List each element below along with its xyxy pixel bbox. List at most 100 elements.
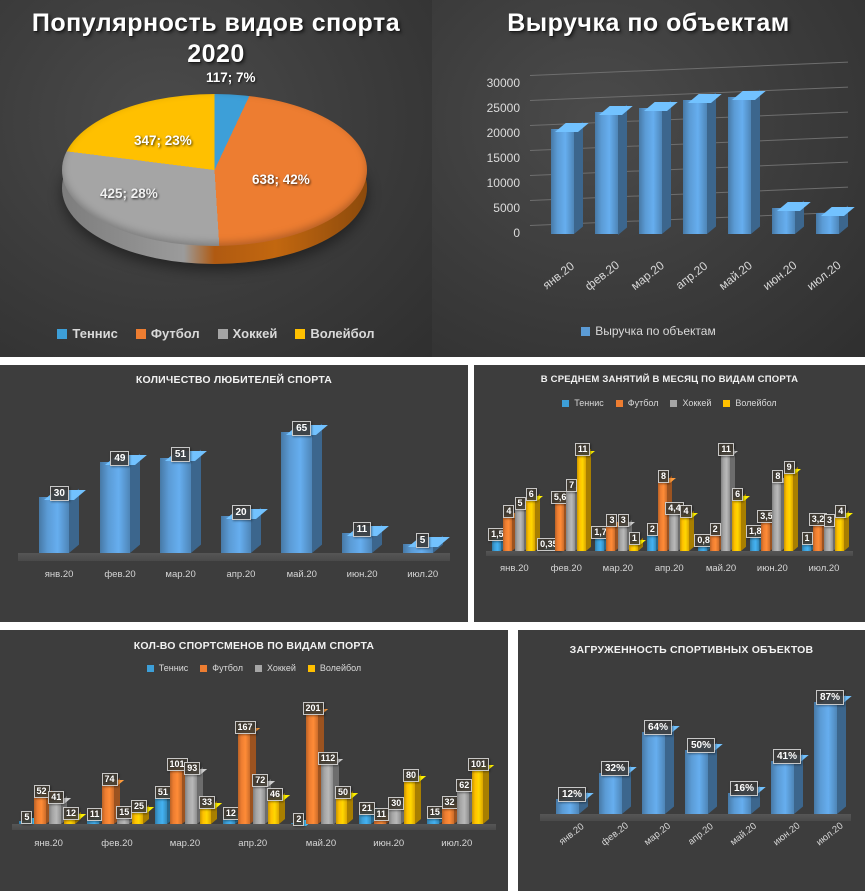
bar-value-label: 3 xyxy=(617,514,629,528)
bar[interactable] xyxy=(374,812,397,824)
bar[interactable] xyxy=(184,767,207,824)
bar[interactable] xyxy=(102,777,125,824)
bar-value-label: 1 xyxy=(628,532,640,546)
bar[interactable] xyxy=(160,449,208,553)
bar[interactable] xyxy=(749,530,768,551)
bar[interactable] xyxy=(403,774,426,824)
bar[interactable] xyxy=(306,706,329,824)
bar[interactable] xyxy=(223,812,246,824)
legend-item-hockey[interactable]: Хоккей xyxy=(670,398,711,408)
bar[interactable] xyxy=(812,518,831,551)
bar-value-label: 20 xyxy=(231,504,251,520)
bar[interactable] xyxy=(606,520,624,551)
bar[interactable] xyxy=(698,539,716,551)
bar[interactable] xyxy=(599,765,637,814)
bar[interactable] xyxy=(388,802,411,824)
bar[interactable] xyxy=(556,791,594,814)
bar[interactable] xyxy=(34,789,57,824)
bar[interactable] xyxy=(772,475,790,551)
bar[interactable] xyxy=(816,205,855,234)
bar[interactable] xyxy=(709,529,728,551)
bar[interactable] xyxy=(720,449,739,551)
bar[interactable] xyxy=(646,529,665,551)
bar-top xyxy=(643,102,678,111)
legend-item-hockey[interactable]: Хоккей xyxy=(217,326,277,341)
bar[interactable] xyxy=(131,805,154,824)
bar[interactable] xyxy=(514,502,533,551)
bar-value-label: 201 xyxy=(302,701,324,715)
bar[interactable] xyxy=(566,484,584,551)
bar[interactable] xyxy=(783,466,802,551)
bar[interactable] xyxy=(642,724,680,814)
bar[interactable] xyxy=(442,801,465,824)
bar[interactable] xyxy=(267,793,290,824)
bar[interactable] xyxy=(554,497,573,551)
bar[interactable] xyxy=(320,756,343,824)
bar[interactable] xyxy=(220,507,269,553)
bar[interactable] xyxy=(617,520,636,551)
bar[interactable] xyxy=(628,537,647,551)
bar[interactable] xyxy=(170,762,193,824)
legend-item-football[interactable]: Футбол xyxy=(200,663,243,673)
bar[interactable] xyxy=(116,810,139,824)
legend-item-volleyball[interactable]: Волейбол xyxy=(295,326,375,341)
bar[interactable] xyxy=(823,520,842,551)
bar[interactable] xyxy=(680,511,698,551)
bar[interactable] xyxy=(814,694,852,814)
bar[interactable] xyxy=(155,790,178,824)
bar[interactable] xyxy=(550,121,589,234)
bar[interactable] xyxy=(281,423,329,553)
bar[interactable] xyxy=(727,89,767,234)
legend-item-football[interactable]: Футбол xyxy=(615,398,658,408)
legend-item-volleyball[interactable]: Волейбол xyxy=(307,663,361,673)
legend-item-volleyball[interactable]: Волейбол xyxy=(723,398,777,408)
bar[interactable] xyxy=(252,778,275,824)
bar[interactable] xyxy=(471,762,494,824)
panel-revenue: Выручка по объектам 0 5000 10000 15000 20000… xyxy=(432,0,865,357)
bar[interactable] xyxy=(48,796,71,824)
bar[interactable] xyxy=(456,784,479,824)
legend-item-football[interactable]: Футбол xyxy=(135,326,200,341)
bar[interactable] xyxy=(669,507,687,551)
bar-value-label: 46 xyxy=(266,788,283,802)
bar[interactable] xyxy=(728,785,766,814)
legend-item-hockey[interactable]: Хоккей xyxy=(254,663,296,673)
bar[interactable] xyxy=(503,511,521,551)
bar[interactable] xyxy=(238,725,261,824)
legend-item-revenue[interactable]: Выручка по объектам xyxy=(581,324,716,338)
bar-face xyxy=(281,432,312,553)
bar[interactable] xyxy=(199,800,222,824)
bar[interactable] xyxy=(732,493,750,551)
legend-item-tennis[interactable]: Теннис xyxy=(57,326,118,341)
bar[interactable] xyxy=(359,807,382,824)
bar[interactable] xyxy=(595,531,613,551)
bar[interactable] xyxy=(771,753,809,814)
bar[interactable] xyxy=(577,449,595,551)
bar[interactable] xyxy=(772,200,811,234)
bar[interactable] xyxy=(525,493,544,551)
legend-item-tennis[interactable]: Теннис xyxy=(146,663,188,673)
bar[interactable] xyxy=(87,812,110,824)
bar[interactable] xyxy=(342,524,390,553)
bar[interactable] xyxy=(335,791,358,824)
bar[interactable] xyxy=(99,453,147,553)
x-axis-label: мар.20 xyxy=(165,569,196,580)
bar[interactable] xyxy=(427,810,450,824)
x-axis-label: фев.20 xyxy=(101,838,133,849)
bar[interactable] xyxy=(402,535,450,553)
bar[interactable] xyxy=(685,742,723,814)
bar[interactable] xyxy=(658,475,676,551)
bar[interactable] xyxy=(683,92,722,234)
bar[interactable] xyxy=(39,488,87,553)
bar[interactable] xyxy=(63,812,86,824)
bar[interactable] xyxy=(761,515,779,551)
bar-face xyxy=(184,772,197,824)
bar[interactable] xyxy=(492,533,510,551)
bar[interactable] xyxy=(801,537,819,551)
bar[interactable] xyxy=(639,100,678,234)
bar[interactable] xyxy=(594,103,634,234)
bar[interactable] xyxy=(835,511,853,551)
x-axis-label: янв.20 xyxy=(34,838,63,849)
legend-item-tennis[interactable]: Теннис xyxy=(562,398,604,408)
bar-value-label: 49 xyxy=(110,451,130,466)
